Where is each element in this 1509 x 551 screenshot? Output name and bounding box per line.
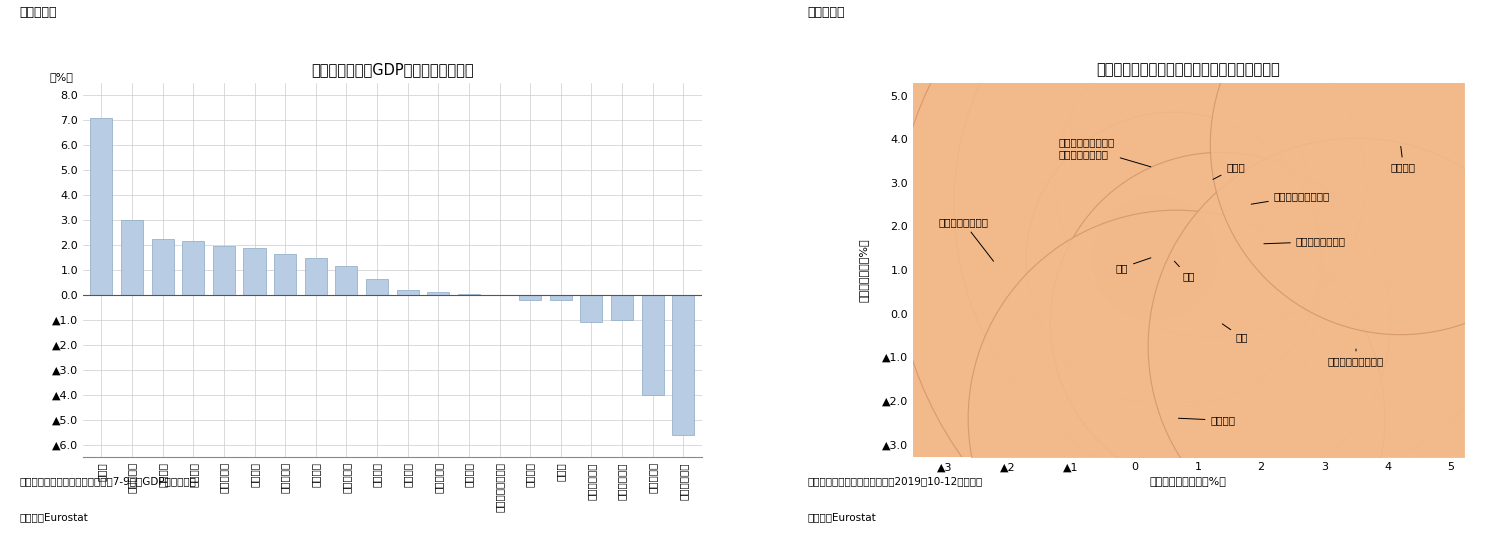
Text: 情報通信: 情報通信 <box>1391 147 1415 172</box>
Bar <box>305 257 327 295</box>
Bar <box>611 295 634 320</box>
Point <box>1163 414 1188 423</box>
Text: （図表４）: （図表４） <box>807 6 845 19</box>
Point <box>1207 318 1231 327</box>
Text: 芸術・娯楽・その他: 芸術・娯楽・その他 <box>1328 349 1384 366</box>
Bar <box>183 241 204 295</box>
Text: 専門・事務サービス: 専門・事務サービス <box>1251 191 1329 204</box>
Text: （%）: （%） <box>50 72 74 82</box>
Bar <box>121 220 143 295</box>
Point <box>984 259 1008 268</box>
Point <box>1345 342 1369 350</box>
Text: 建設: 建設 <box>1222 324 1248 343</box>
Bar <box>335 266 358 295</box>
Bar <box>457 294 480 295</box>
Text: 金融: 金融 <box>1174 261 1195 282</box>
Text: （注）円の大きさは雇用者数（2019年10-12月期）。: （注）円の大きさは雇用者数（2019年10-12月期）。 <box>807 477 982 487</box>
Point <box>1198 176 1222 185</box>
Point <box>1249 240 1274 249</box>
Text: 工業（建設除く）: 工業（建設除く） <box>939 217 993 261</box>
Title: ユーロ圏産業別実質付加価値・雇用（前年比）: ユーロ圏産業別実質付加価値・雇用（前年比） <box>1097 62 1280 77</box>
Bar <box>397 290 418 295</box>
Text: 不動産: 不動産 <box>1213 163 1245 180</box>
Bar <box>641 295 664 395</box>
Bar <box>213 246 235 295</box>
Point <box>1236 200 1260 209</box>
Text: （資料）Eurostat: （資料）Eurostat <box>20 512 89 522</box>
Bar <box>367 279 388 295</box>
Bar <box>243 247 266 295</box>
Bar <box>673 295 694 435</box>
Bar <box>91 117 112 295</box>
Text: （資料）Eurostat: （資料）Eurostat <box>807 512 877 522</box>
X-axis label: （付加価値伸び率、%）: （付加価値伸び率、%） <box>1150 477 1227 487</box>
Text: （注）ルクセンブルグは未記載（7-9月期GDPが未公表）: （注）ルクセンブルグは未記載（7-9月期GDPが未公表） <box>20 477 196 487</box>
Text: 政府・教育・医療: 政府・教育・医療 <box>1265 237 1346 247</box>
Text: （図表３）: （図表３） <box>20 6 57 19</box>
Point <box>1141 252 1165 261</box>
Title: ユーロ圏各国のGDP伸び率（前年比）: ユーロ圏各国のGDP伸び率（前年比） <box>311 62 474 77</box>
Bar <box>519 295 542 300</box>
Point <box>1141 163 1165 172</box>
Text: 全体: 全体 <box>1115 258 1151 273</box>
Bar <box>275 254 296 295</box>
Text: （雇用伸び率、%）: （雇用伸び率、%） <box>859 238 868 302</box>
Bar <box>151 239 174 295</box>
Point <box>1388 139 1412 148</box>
Point <box>1160 255 1185 263</box>
Bar <box>427 293 450 295</box>
Bar <box>581 295 602 322</box>
Bar <box>549 295 572 300</box>
Text: 農林水産: 農林水産 <box>1179 415 1236 425</box>
Text: 卸・小売・運輸、住
居・飲食サービス: 卸・小売・運輸、住 居・飲食サービス <box>1058 137 1151 167</box>
